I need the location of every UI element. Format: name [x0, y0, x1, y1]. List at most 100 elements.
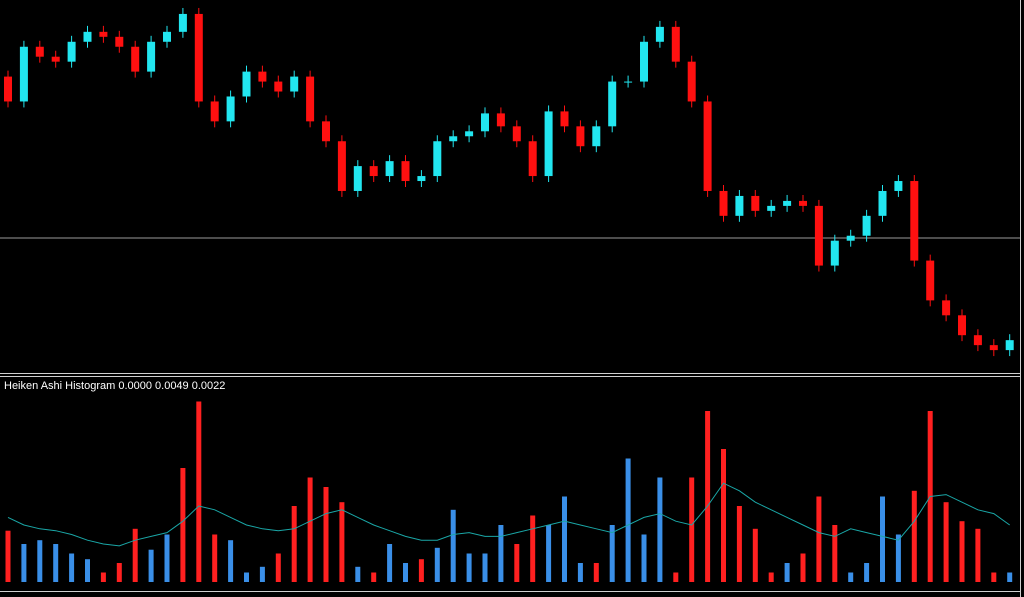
histogram-bar — [546, 525, 552, 582]
candle-body — [19, 46, 28, 102]
candle-body — [560, 111, 569, 127]
candle-body — [894, 181, 903, 191]
candle-body — [1005, 340, 1014, 351]
histogram-bar — [5, 530, 11, 582]
candle-body — [226, 96, 235, 122]
candle-body — [306, 76, 315, 122]
candle-body — [624, 81, 633, 83]
candle-body — [210, 101, 219, 122]
candle-body — [401, 161, 410, 182]
candle-body — [814, 205, 823, 266]
candle-body — [878, 190, 887, 216]
candle-body — [433, 141, 442, 177]
histogram-bar — [721, 449, 726, 582]
histogram-bar — [848, 572, 854, 582]
histogram-bar — [371, 572, 377, 582]
candle-body — [369, 166, 378, 177]
histogram-bar — [339, 502, 345, 582]
histogram-bar — [609, 525, 615, 582]
candle-body — [576, 126, 585, 147]
candle-body — [51, 56, 60, 62]
histogram-bar — [816, 496, 822, 582]
histogram-bar — [784, 563, 790, 582]
histogram-bar — [975, 528, 981, 582]
candle-body — [258, 71, 267, 82]
histogram-bar — [164, 534, 170, 582]
histogram-bar — [180, 468, 186, 582]
candle-body — [147, 41, 156, 72]
histogram-bar — [244, 572, 249, 582]
histogram-bar — [21, 544, 27, 582]
histogram-bar — [434, 547, 440, 582]
candle-body — [640, 41, 648, 82]
candle-body — [862, 215, 871, 236]
histogram-bar — [196, 401, 202, 582]
candle-body — [481, 113, 489, 132]
indicator-title: Heiken Ashi Histogram 0.0000 0.0049 0.00… — [4, 380, 225, 392]
candle-body — [989, 345, 998, 351]
histogram-bar — [864, 563, 870, 582]
candle-body — [942, 300, 951, 316]
histogram-bar — [275, 553, 281, 582]
histogram-bar — [641, 534, 647, 582]
candle-body — [178, 13, 187, 32]
candle-body — [830, 240, 839, 266]
candle-body — [544, 111, 553, 177]
histogram-bar — [562, 496, 567, 582]
candle-body — [703, 101, 712, 191]
candle-body — [417, 176, 426, 182]
histogram-bar — [768, 572, 774, 582]
histogram-bar — [657, 477, 663, 582]
histogram-bar — [991, 572, 997, 582]
histogram-bar — [212, 534, 218, 582]
candle-body — [671, 26, 680, 62]
candle-body — [385, 161, 394, 177]
histogram-bar — [1007, 572, 1013, 582]
histogram-bar — [514, 544, 520, 582]
histogram-bar — [355, 566, 361, 582]
candle-body — [926, 260, 935, 301]
candle-body — [465, 131, 474, 137]
histogram-bar — [736, 506, 742, 582]
candle-body — [735, 195, 744, 216]
candle-body — [290, 76, 299, 92]
histogram-bar — [800, 553, 806, 582]
candle-body — [4, 76, 12, 102]
histogram-bar — [403, 563, 408, 582]
histogram-bar — [132, 528, 138, 582]
candle-body — [353, 166, 362, 191]
histogram-bar — [148, 549, 154, 582]
candle-body — [767, 205, 776, 211]
candle-body — [846, 235, 855, 241]
candle-body — [194, 13, 203, 102]
histogram-bar — [530, 515, 536, 582]
histogram-bar — [450, 509, 456, 582]
candle-body — [751, 195, 760, 211]
histogram-bar — [705, 411, 711, 582]
candle-body — [163, 31, 171, 42]
histogram-bar — [323, 487, 329, 582]
candle-body — [131, 46, 140, 72]
histogram-bar — [116, 563, 122, 582]
histogram-bar — [752, 528, 758, 582]
histogram-bar — [625, 458, 631, 582]
histogram-bar — [69, 553, 75, 582]
histogram-bar — [593, 563, 599, 582]
candle-body — [337, 141, 346, 191]
histogram-bar — [880, 496, 885, 582]
histogram-bar — [387, 544, 393, 582]
candle-body — [608, 81, 617, 127]
candle-body — [449, 136, 458, 142]
candle-body — [687, 61, 696, 102]
candle-body — [592, 126, 601, 147]
candle-body — [973, 335, 982, 346]
signal-line — [7, 482, 1010, 547]
histogram-bar — [577, 563, 583, 582]
candle-body — [910, 181, 919, 261]
histogram-bar — [466, 553, 472, 582]
histogram-bar — [228, 540, 234, 582]
histogram-bar — [85, 559, 90, 582]
candle-body — [496, 113, 505, 127]
